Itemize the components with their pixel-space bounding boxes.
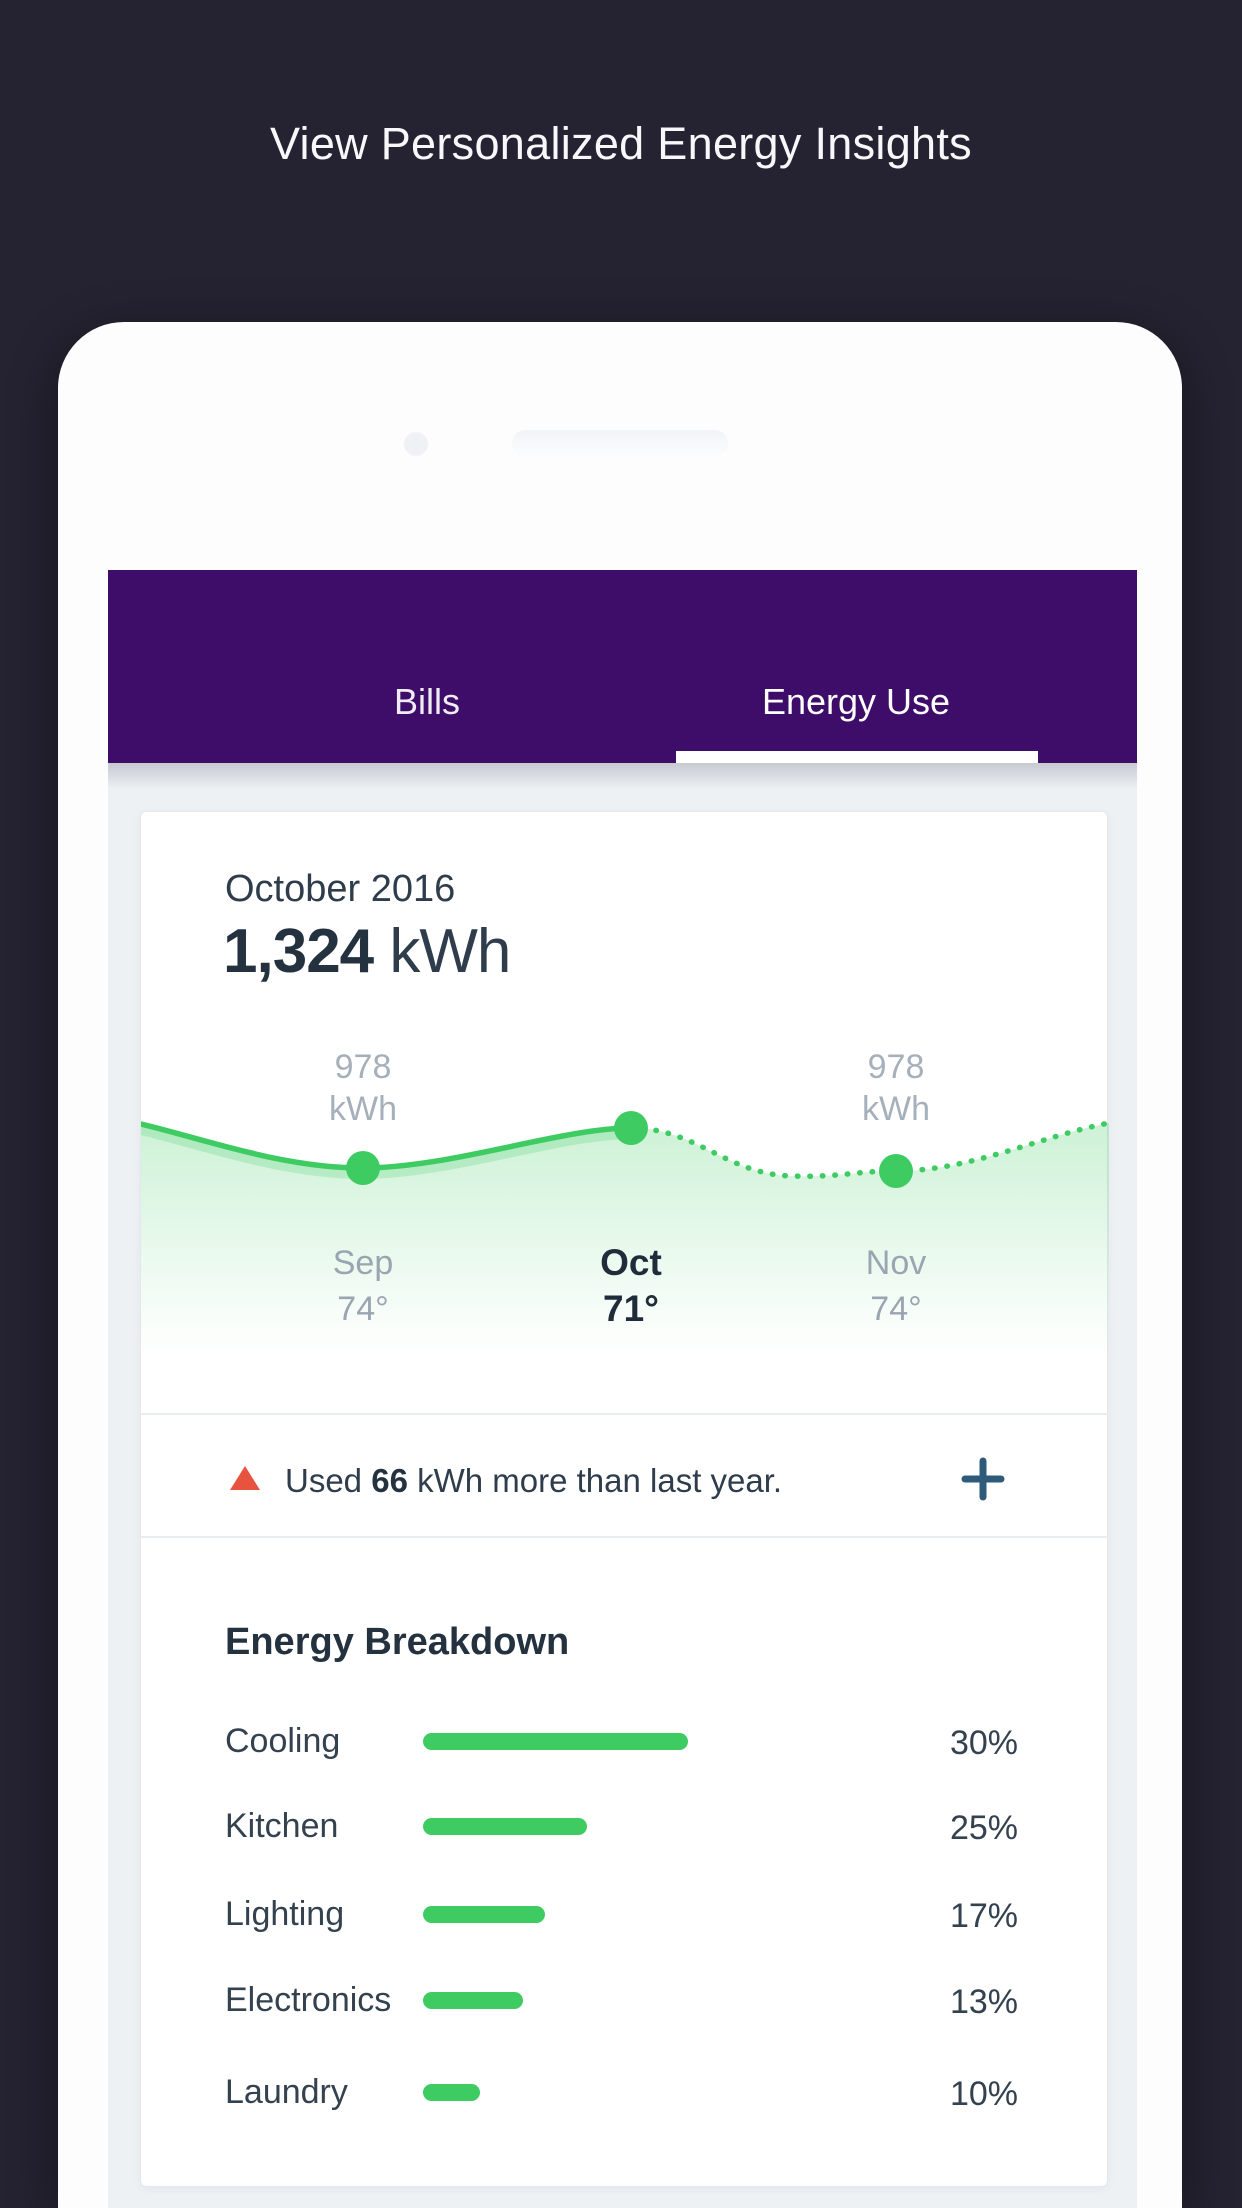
faded-header-placeholder	[512, 430, 728, 456]
usage-unit: kWh	[389, 917, 511, 986]
tab-energy-use[interactable]: Energy Use	[762, 680, 950, 724]
divider	[141, 1536, 1109, 1538]
breakdown-row-kitchen: Kitchen 25%	[141, 1805, 1109, 1847]
insight-delta: 66	[371, 1462, 408, 1499]
breakdown-bar	[423, 1992, 523, 2009]
breakdown-percent: 13%	[949, 1983, 1018, 2021]
breakdown-label: Lighting	[225, 1895, 345, 1933]
usage-chart: 978 kWh 978 kWh Sep 74° Oct 71° Nov 74°	[141, 812, 1109, 1412]
increase-arrow-icon	[230, 1466, 260, 1490]
breakdown-percent: 17%	[949, 1897, 1018, 1935]
month-label: October 2016	[225, 868, 456, 910]
add-button[interactable]	[961, 1457, 1005, 1501]
divider	[141, 1413, 1109, 1415]
breakdown-row-lighting: Lighting 17%	[141, 1893, 1109, 1935]
tab-bills[interactable]: Bills	[394, 680, 460, 724]
breakdown-label: Electronics	[225, 1981, 392, 2019]
breakdown-percent: 10%	[949, 2075, 1018, 2113]
breakdown-bar	[423, 2084, 480, 2101]
chart-area-fill	[141, 1123, 1109, 1362]
insight-text: Used 66 kWh more than last year.	[285, 1462, 783, 1499]
data-point-nov[interactable]	[879, 1154, 913, 1188]
breakdown-title: Energy Breakdown	[225, 1621, 570, 1663]
usage-line-chart-canvas	[141, 1111, 1109, 1362]
plus-icon	[961, 1457, 1005, 1501]
axis-label-sep: Sep 74°	[332, 1244, 394, 1328]
axis-label-oct-selected: Oct 71°	[600, 1242, 662, 1329]
usage-value: 1,324	[223, 917, 374, 986]
tab-bar: Bills Energy Use	[108, 570, 1137, 789]
point-annotation-nov: 978 kWh	[862, 1048, 930, 1128]
breakdown-bar	[423, 1906, 545, 1923]
usage-total: 1,324 kWh	[223, 916, 511, 987]
breakdown-percent: 30%	[949, 1724, 1018, 1762]
tab-energy-use-label: Energy Use	[761, 681, 951, 722]
breakdown-label: Laundry	[225, 2073, 348, 2111]
tab-bills-label: Bills	[393, 681, 461, 722]
axis-label-nov: Nov 74°	[865, 1244, 927, 1328]
breakdown-row-laundry: Laundry 10%	[141, 2071, 1109, 2113]
faded-logo-dot	[404, 432, 428, 456]
point-annotation-sep: 978 kWh	[329, 1048, 397, 1128]
breakdown-label: Cooling	[225, 1722, 341, 1760]
breakdown-bar	[423, 1733, 688, 1750]
breakdown-percent: 25%	[949, 1809, 1018, 1847]
data-point-sep[interactable]	[346, 1151, 380, 1185]
data-point-oct[interactable]	[614, 1111, 648, 1145]
page-title: View Personalized Energy Insights	[270, 118, 972, 169]
breakdown-row-electronics: Electronics 13%	[141, 1979, 1109, 2021]
active-tab-indicator	[676, 751, 1038, 763]
breakdown-row-cooling: Cooling 30%	[141, 1720, 1109, 1762]
usage-card: October 2016 1,324 kWh	[140, 811, 1109, 2187]
breakdown-bar	[423, 1818, 587, 1835]
breakdown-label: Kitchen	[225, 1807, 339, 1845]
